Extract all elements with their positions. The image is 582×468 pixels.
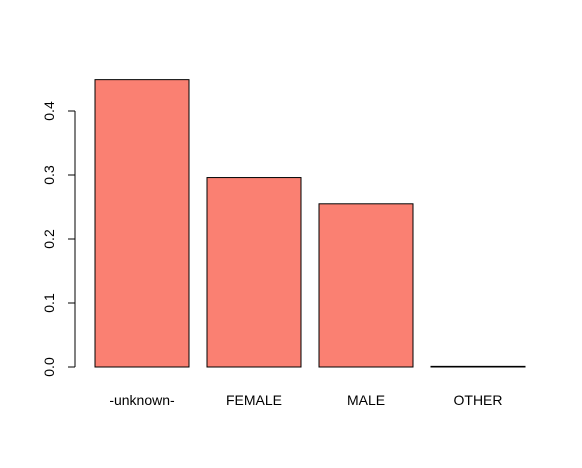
x-category-label: OTHER <box>454 392 503 408</box>
x-category-label: FEMALE <box>226 392 282 408</box>
bar-male <box>318 203 414 368</box>
x-axis-labels: -unknown- FEMALE MALE OTHER <box>109 392 502 408</box>
x-category-label: MALE <box>347 392 385 408</box>
y-tick-label: 0.0 <box>41 357 57 377</box>
bar-female <box>206 177 302 368</box>
bars <box>94 79 526 368</box>
y-axis: 0.0 0.1 0.2 0.3 0.4 <box>41 101 76 377</box>
y-tick-label: 0.4 <box>41 101 57 121</box>
bar-unknown <box>94 79 190 368</box>
y-tick-label: 0.3 <box>41 165 57 185</box>
y-tick-label: 0.2 <box>41 229 57 249</box>
bar-other <box>430 365 526 368</box>
y-tick-label: 0.1 <box>41 293 57 313</box>
x-category-label: -unknown- <box>109 392 175 408</box>
